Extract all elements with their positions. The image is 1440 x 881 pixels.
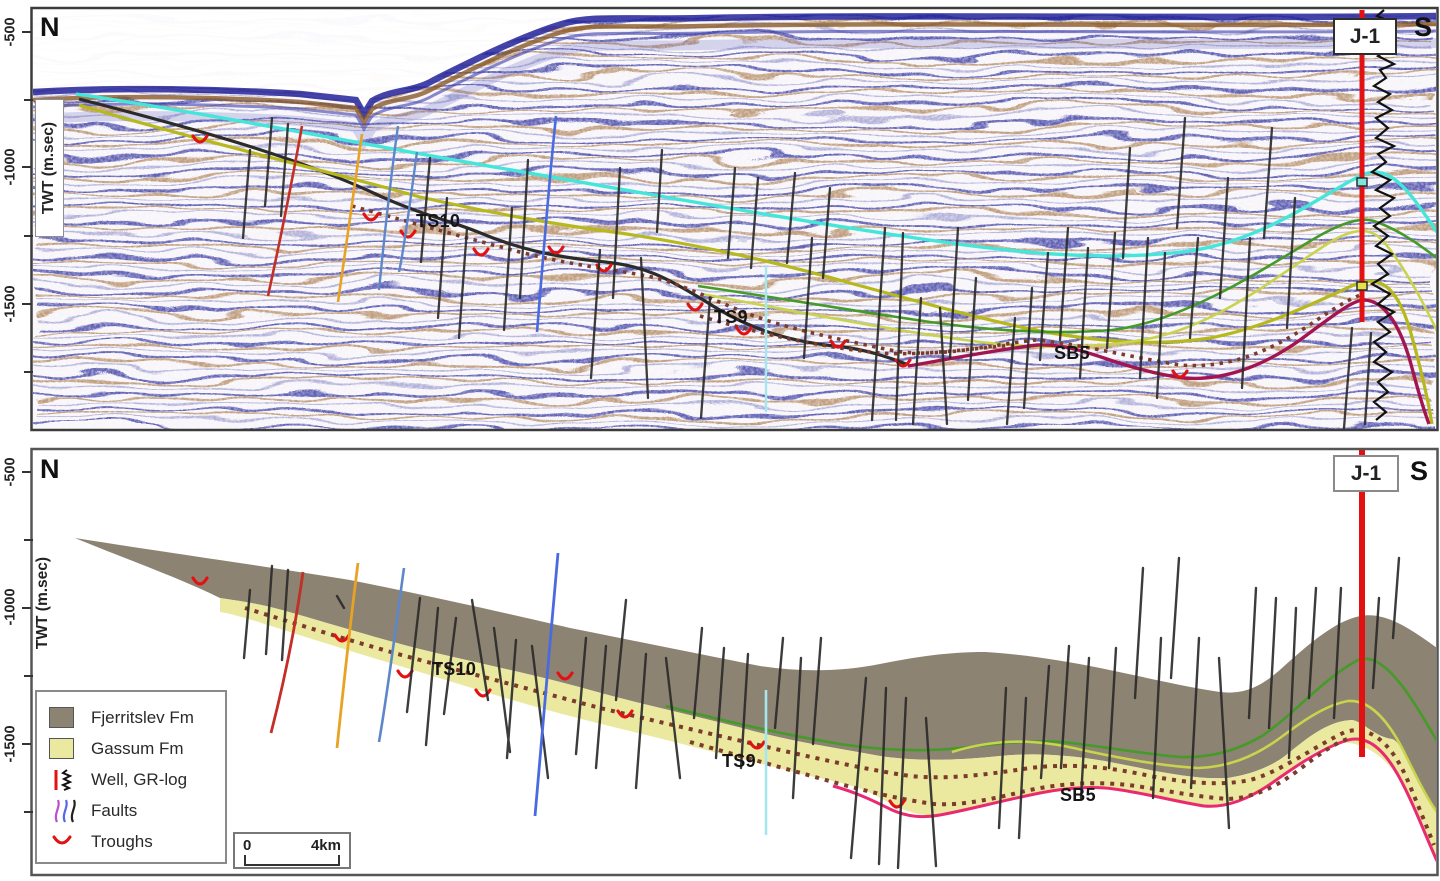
seismic-panel-graphics — [33, 9, 1436, 429]
fault-orange — [336, 133, 364, 303]
legend: Fjerritslev Fm Gassum Fm Well, GR-log — [35, 690, 227, 864]
interpreted-panel-graphics — [33, 450, 1436, 874]
twt-axis-title: TWT (m.sec) — [40, 121, 58, 215]
north-label: N — [40, 12, 60, 42]
seafloor-reflector-band — [33, 12, 1436, 151]
tick-top-minor-3 — [24, 371, 33, 373]
fjerritslev-swatch — [49, 707, 74, 728]
legend-label: Fjerritslev Fm — [91, 707, 194, 727]
legend-label: Troughs — [91, 831, 153, 851]
well-marker-cyan — [1356, 177, 1368, 187]
interp-dotted-ts9 — [689, 736, 1351, 807]
well-name: J-1 — [1350, 461, 1382, 485]
horizon-olive — [78, 103, 1434, 425]
tick-bot-minor-3 — [24, 811, 33, 813]
axis-tick-label: -1500 — [3, 725, 19, 763]
tick-top-minor-1 — [24, 99, 33, 101]
horizon-label-ts10: TS10 — [416, 211, 461, 231]
legend-label: Faults — [91, 800, 138, 820]
fault-steelblue-2 — [397, 151, 419, 273]
legend-label: Well, GR-log — [91, 769, 188, 789]
fault-blue — [535, 115, 558, 333]
horizon-maroon-sb5 — [907, 298, 1431, 425]
interp-fault-red — [269, 571, 305, 734]
legend-item-well: Well, GR-log — [49, 764, 217, 795]
horizon-label-sb5: SB5 — [1060, 785, 1096, 805]
south-label: S — [1410, 456, 1429, 486]
interp-horizon-palegreen — [951, 699, 1436, 813]
horizon-label-ts9: TS9 — [722, 751, 756, 771]
twt-axis-title: TWT (m.sec) — [34, 556, 52, 650]
interp-base-pink — [832, 737, 1436, 862]
interp-trough-marks — [191, 576, 906, 809]
axis-tick-label: -1500 — [3, 285, 19, 323]
interp-fault-orange — [335, 562, 360, 749]
tick-top-1000 — [22, 166, 31, 168]
interp-fault-blue — [533, 552, 560, 817]
interp-fault-steelblue — [377, 567, 406, 743]
twt-axis-title-bottom-wrap: TWT (m.sec) — [30, 538, 57, 668]
axis-tick-label: -500 — [3, 457, 19, 487]
faults-black — [241, 116, 1373, 429]
interpreted-panel-frame — [30, 447, 1439, 877]
unit-fjerritslev — [75, 538, 1436, 811]
legend-item-faults: Faults — [49, 795, 217, 826]
scale-bracket — [244, 855, 340, 866]
scale-zero: 0 — [243, 837, 252, 854]
axis-tick-label: -1000 — [3, 148, 19, 186]
tick-bot-1500 — [22, 743, 31, 745]
legend-item-gassum: Gassum Fm — [49, 733, 217, 764]
horizon-label-ts10: TS10 — [432, 659, 477, 679]
gr-log-curve — [1369, 9, 1397, 421]
horizon-label-ts9: TS9 — [714, 307, 748, 327]
tick-bot-500 — [22, 471, 31, 473]
horizon-dotted-ts10 — [351, 204, 1365, 368]
legend-item-troughs: Troughs — [49, 826, 217, 857]
trough-icon — [52, 835, 72, 844]
well-name-box: J-1 — [1333, 455, 1399, 492]
no-data-zone — [33, 9, 1436, 112]
horizon-cyan — [75, 92, 1436, 258]
fault-red — [266, 125, 304, 297]
south-label: S — [1414, 12, 1433, 42]
axis-tick-label: -1000 — [3, 588, 19, 626]
gassum-swatch — [49, 738, 74, 759]
tick-bot-1000 — [22, 607, 31, 609]
well-gr-log-icon — [54, 768, 73, 791]
tick-top-minor-2 — [24, 235, 33, 237]
tick-bot-minor-2 — [24, 675, 33, 677]
well-marker-olive — [1356, 281, 1368, 291]
scale-bar: 0 4km — [233, 832, 351, 869]
tick-top-500 — [22, 31, 31, 33]
legend-label: Gassum Fm — [91, 738, 184, 758]
interp-dotted-ts10 — [244, 606, 1436, 846]
scale-distance: 4km — [310, 837, 341, 854]
seismic-panel-frame — [30, 6, 1439, 432]
legend-item-fjerritslev: Fjerritslev Fm — [49, 702, 217, 733]
well-name: J-1 — [1349, 24, 1381, 48]
fault-steelblue-1 — [377, 125, 400, 291]
tick-top-1500 — [22, 303, 31, 305]
tick-bot-minor-1 — [24, 539, 33, 541]
well-name-box: J-1 — [1333, 18, 1397, 55]
horizon-label-sb5: SB5 — [1054, 343, 1090, 363]
horizon-green — [697, 218, 1436, 334]
axis-tick-label: -500 — [3, 17, 19, 47]
interp-faults-black — [242, 556, 1401, 870]
trough-marks — [191, 134, 1189, 379]
north-label: N — [40, 454, 60, 484]
faults-icon — [54, 799, 76, 822]
twt-axis-title-box: TWT (m.sec) — [35, 99, 64, 237]
